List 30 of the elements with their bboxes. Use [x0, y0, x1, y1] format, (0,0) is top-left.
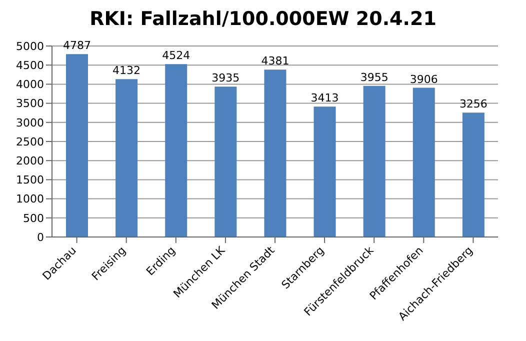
y-tick-label: 0 [37, 230, 44, 244]
data-label: 3935 [212, 72, 240, 85]
bar [66, 54, 88, 237]
data-label: 3955 [360, 70, 388, 84]
y-tick-label: 4500 [16, 59, 44, 72]
bar [165, 64, 188, 237]
data-label: 3413 [310, 92, 339, 105]
y-tick-label: 1000 [16, 192, 44, 206]
y-tick-label: 4000 [16, 78, 44, 92]
data-label: 4524 [162, 49, 190, 62]
data-label: 3256 [459, 98, 488, 111]
data-label: 3906 [410, 72, 438, 86]
bar [363, 86, 386, 237]
y-tick-label: 2500 [16, 135, 44, 148]
y-tick-label: 500 [23, 212, 44, 225]
y-tick-label: 2000 [16, 154, 44, 168]
data-label: 4787 [63, 39, 91, 52]
bar [214, 86, 237, 237]
bar [412, 88, 435, 237]
data-label: 4381 [261, 54, 290, 68]
bar [462, 112, 484, 237]
y-tick-label: 3000 [16, 116, 44, 130]
y-tick-label: 1500 [16, 174, 44, 187]
bar [264, 70, 286, 237]
data-label: 4132 [112, 64, 141, 78]
bar [116, 79, 138, 237]
y-tick-label: 3500 [16, 97, 44, 110]
bar [314, 106, 336, 237]
chart-title: RKI: Fallzahl/100.000EW 20.4.21 [88, 8, 438, 30]
y-tick-label: 5000 [16, 40, 44, 53]
